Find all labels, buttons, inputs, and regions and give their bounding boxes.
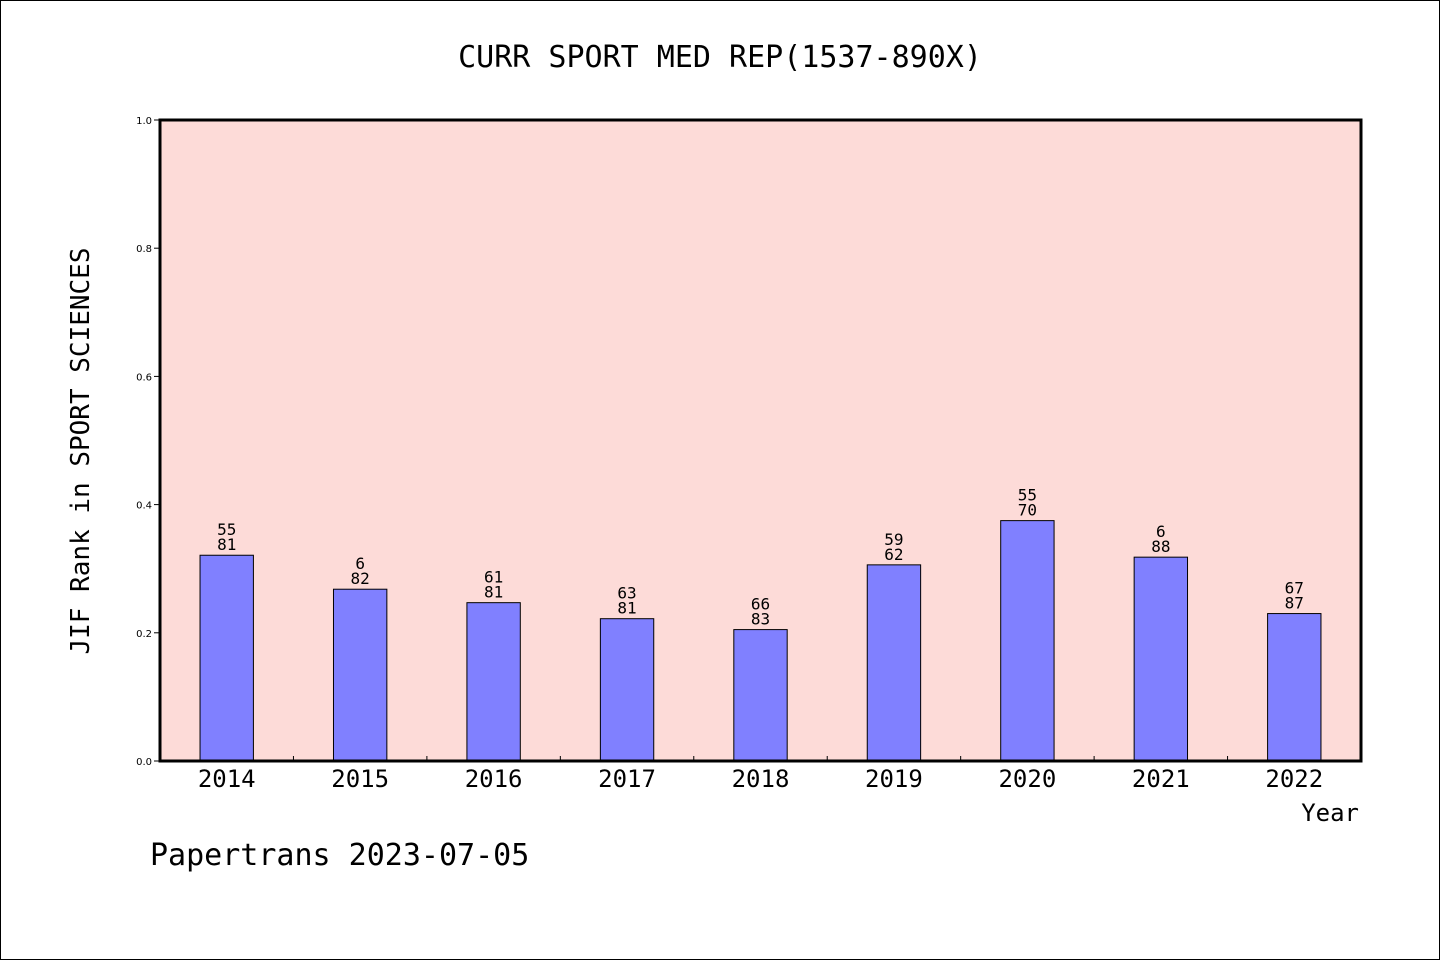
bar-2016 [466,602,521,762]
bar-2014 [199,554,254,762]
bar-label-total: 81 [217,535,236,554]
bar-2019 [866,564,922,762]
y-axis-label: JIF Rank in SPORT SCIENCES [66,248,96,655]
bar-label-total: 88 [1151,537,1170,556]
y-tick-label: 0.0 [136,757,152,768]
bars-group [199,520,1322,762]
bar-label-total: 81 [617,599,636,618]
bar-label-rank: 6 [1156,522,1166,541]
x-tick-label: 2021 [1132,765,1190,793]
x-tick-label: 2014 [198,765,256,793]
bar-label-rank: 55 [217,520,236,539]
bar-2018 [733,629,788,762]
y-tick-label: 1.0 [136,116,152,127]
bar-2022 [1267,613,1322,762]
bar-2021 [1133,556,1189,762]
footer-credit: Papertrans 2023-07-05 [150,838,529,873]
bar-label-rank: 61 [484,568,503,587]
x-tick-label: 2020 [998,765,1056,793]
bar-label-rank: 6 [355,554,365,573]
bar-label-rank: 59 [884,530,903,549]
bar-label-rank: 66 [751,595,770,614]
x-tick-label: 2022 [1265,765,1323,793]
x-tick-label: 2016 [465,765,523,793]
x-axis-label: Year [1301,799,1359,827]
bar-label-total: 70 [1018,501,1037,520]
x-axis: 2014 2015 2016 2017 2018 2019 2020 2021 2022 [198,756,1323,793]
bar-label-rank: 63 [617,584,636,603]
y-tick-label: 0.6 [136,372,152,383]
bar-2020 [1000,520,1055,762]
bar-label-total: 83 [751,610,770,629]
y-tick-label: 0.2 [136,629,152,640]
y-axis: 0.0 0.2 0.4 0.6 0.8 1.0 [136,116,160,768]
bar-label-total: 87 [1285,594,1304,613]
plot-frame [158,118,1363,763]
x-tick-label: 2018 [732,765,790,793]
y-tick-label: 0.4 [136,501,152,512]
bar-2017 [599,618,655,762]
x-tick-label: 2015 [331,765,389,793]
bar-label-total: 82 [351,569,370,588]
bar-label-total: 81 [484,583,503,602]
x-tick-label: 2017 [598,765,656,793]
bar-label-rank: 55 [1018,486,1037,505]
bar-label-rank: 67 [1285,579,1304,598]
bar-label-total: 62 [884,545,903,564]
y-tick-label: 0.8 [136,244,152,255]
chart-title: CURR SPORT MED REP(1537-890X) [458,40,982,75]
bar-2015 [332,588,388,762]
x-tick-label: 2019 [865,765,923,793]
